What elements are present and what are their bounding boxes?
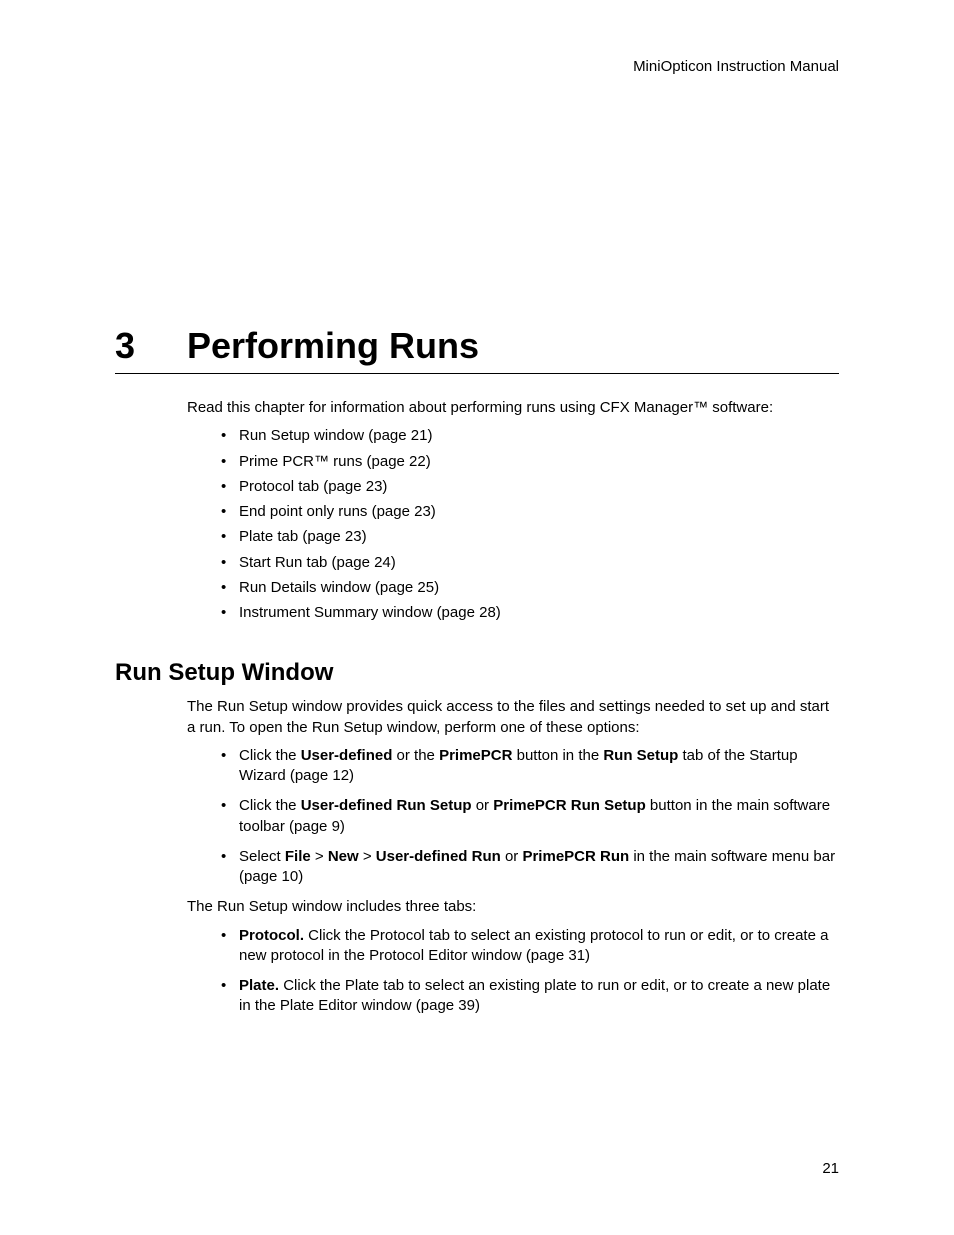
section-para-2: The Run Setup window includes three tabs… (187, 897, 839, 917)
toc-item: Prime PCR™ runs (page 22) (221, 452, 839, 472)
options-list: Click the User-defined or the PrimePCR b… (187, 746, 839, 888)
text: or the (392, 747, 439, 764)
chapter-title: Performing Runs (187, 325, 479, 367)
text: Select (239, 848, 285, 865)
section-heading: Run Setup Window (115, 659, 839, 687)
section-para-1: The Run Setup window provides quick acce… (187, 697, 839, 738)
toc-item: End point only runs (page 23) (221, 502, 839, 522)
bold-text: PrimePCR Run Setup (493, 797, 646, 814)
bold-text: PrimePCR Run (522, 848, 629, 865)
option-item: Click the User-defined or the PrimePCR b… (221, 746, 839, 787)
text: or (501, 848, 523, 865)
bold-text: PrimePCR (439, 747, 512, 764)
text: Click the Plate tab to select an existin… (239, 977, 830, 1014)
toc-item: Start Run tab (page 24) (221, 553, 839, 573)
bold-text: Plate. (239, 977, 279, 994)
bold-text: File (285, 848, 311, 865)
toc-item: Instrument Summary window (page 28) (221, 603, 839, 623)
page-number: 21 (822, 1160, 839, 1177)
bold-text: New (328, 848, 359, 865)
toc-item: Run Details window (page 25) (221, 578, 839, 598)
bold-text: Run Setup (603, 747, 678, 764)
toc-item: Plate tab (page 23) (221, 527, 839, 547)
chapter-number: 3 (115, 325, 187, 367)
text: Click the (239, 797, 301, 814)
bold-text: Protocol. (239, 927, 304, 944)
toc-item: Run Setup window (page 21) (221, 426, 839, 446)
toc-item: Protocol tab (page 23) (221, 477, 839, 497)
chapter-intro-block: Read this chapter for information about … (187, 398, 839, 623)
text: Click the (239, 747, 301, 764)
tabs-list: Protocol. Click the Protocol tab to sele… (187, 926, 839, 1017)
option-item: Click the User-defined Run Setup or Prim… (221, 796, 839, 837)
chapter-intro-text: Read this chapter for information about … (187, 398, 839, 418)
text: > (359, 848, 376, 865)
text: > (311, 848, 328, 865)
running-header: MiniOpticon Instruction Manual (115, 58, 839, 75)
text: or (472, 797, 494, 814)
section-body: The Run Setup window provides quick acce… (187, 697, 839, 1016)
tab-item: Protocol. Click the Protocol tab to sele… (221, 926, 839, 967)
page-container: MiniOpticon Instruction Manual 3 Perform… (0, 0, 954, 1235)
bold-text: User-defined Run (376, 848, 501, 865)
text: button in the (512, 747, 603, 764)
chapter-heading: 3 Performing Runs (115, 325, 839, 374)
option-item: Select File > New > User-defined Run or … (221, 847, 839, 888)
tab-item: Plate. Click the Plate tab to select an … (221, 976, 839, 1017)
bold-text: User-defined (301, 747, 393, 764)
chapter-toc-list: Run Setup window (page 21) Prime PCR™ ru… (187, 426, 839, 623)
bold-text: User-defined Run Setup (301, 797, 472, 814)
text: Click the Protocol tab to select an exis… (239, 927, 828, 964)
